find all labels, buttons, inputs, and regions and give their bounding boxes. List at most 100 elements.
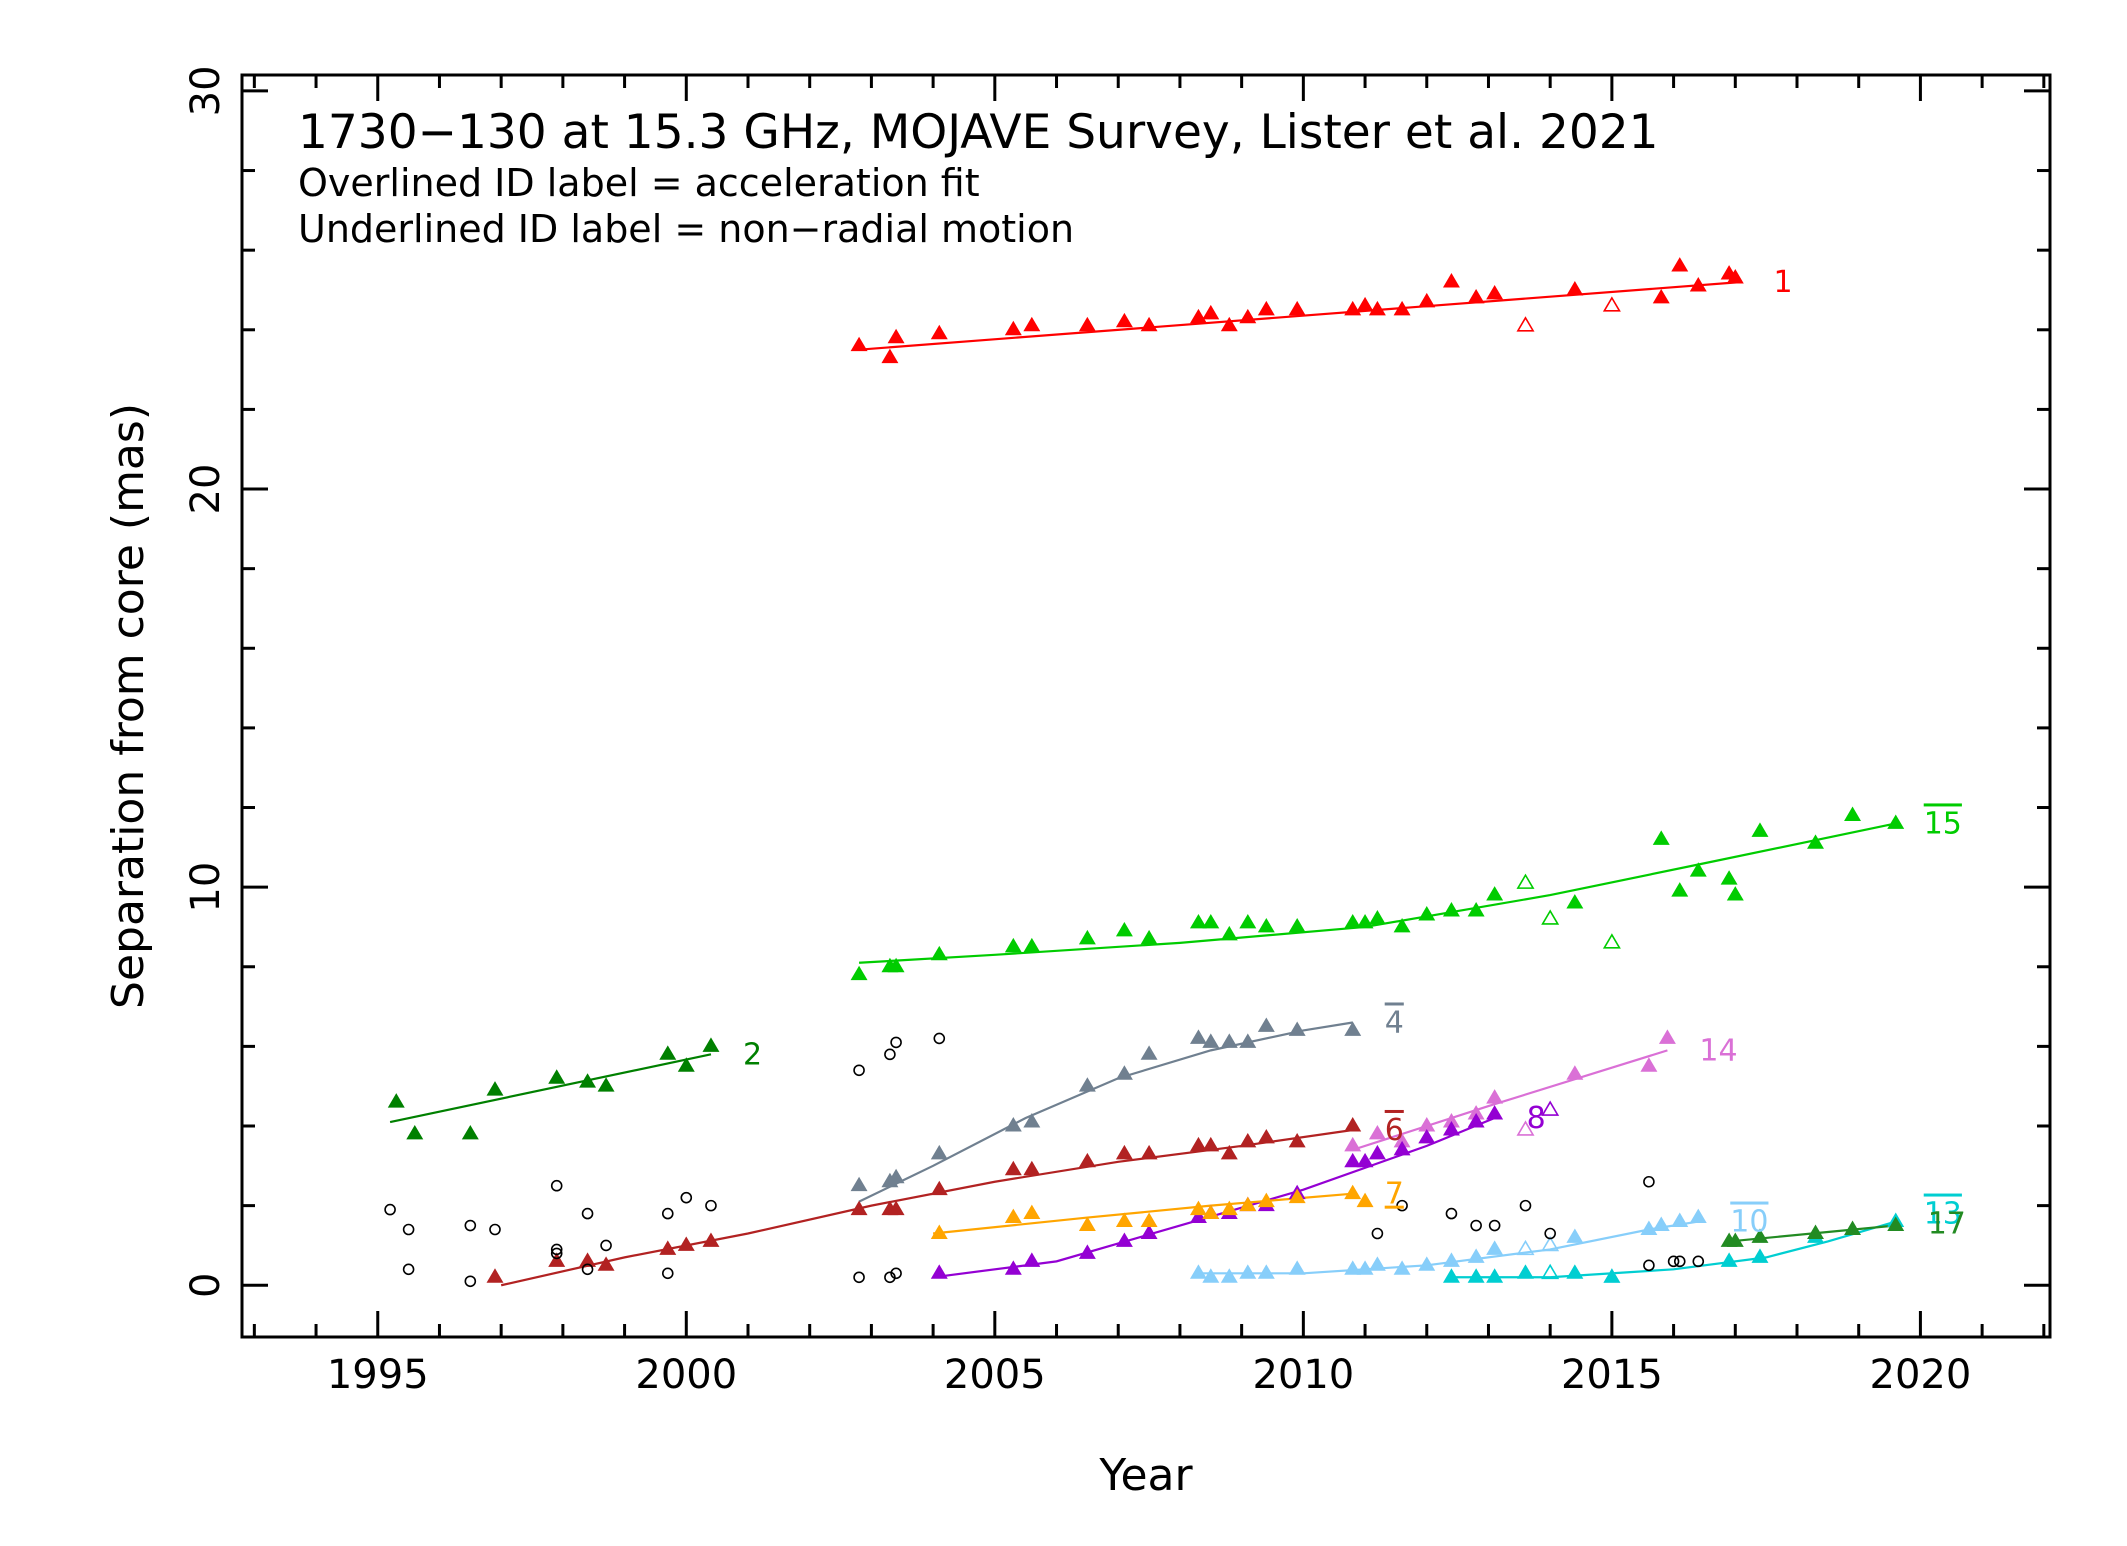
point-15: [1078, 929, 1096, 945]
point-8: [1486, 1105, 1504, 1120]
point-6: [1202, 1136, 1220, 1152]
point-15: [1887, 814, 1905, 829]
point-1: [1023, 316, 1041, 332]
fit-line-1: [858, 280, 1742, 351]
fit-line-4: [858, 1021, 1353, 1203]
point-7: [930, 1224, 948, 1239]
point-6: [579, 1252, 597, 1267]
point-15: [850, 965, 868, 981]
chart-title: 1730−130 at 15.3 GHz, MOJAVE Survey, Lis…: [298, 105, 1659, 160]
series-label-14: 14: [1699, 1033, 1737, 1068]
x-tick-label: 2005: [944, 1352, 1046, 1398]
point-15: [1356, 913, 1374, 929]
open-point-15: [1602, 933, 1621, 949]
point-7: [1220, 1200, 1238, 1216]
open-circle-unassigned: [1371, 1227, 1384, 1240]
point-4: [1004, 1117, 1022, 1132]
open-circle-unassigned: [1692, 1255, 1705, 1268]
open-point-15: [1541, 909, 1560, 925]
point-4: [1288, 1021, 1306, 1036]
point-1: [1078, 316, 1096, 332]
x-tick-label: 2000: [635, 1352, 737, 1398]
point-6: [702, 1232, 720, 1247]
fit-line-2: [389, 1053, 712, 1124]
point-7: [1356, 1192, 1374, 1208]
point-6: [597, 1256, 615, 1271]
point-15: [1239, 913, 1257, 929]
point-6: [887, 1200, 905, 1216]
point-2: [548, 1069, 566, 1084]
y-tick-label: 0: [183, 1273, 229, 1298]
fit-lines: [389, 280, 1897, 1287]
point-7: [1004, 1208, 1022, 1224]
point-13: [1517, 1264, 1534, 1279]
open-circle-unassigned: [1396, 1199, 1408, 1212]
open-circle-unassigned: [1488, 1219, 1501, 1232]
point-7: [1288, 1188, 1306, 1204]
point-8: [1393, 1140, 1411, 1156]
series-label-13: 13: [1924, 1197, 1962, 1232]
fit-line-14: [1352, 1049, 1668, 1151]
point-17: [1844, 1220, 1862, 1235]
point-13: [1442, 1268, 1460, 1283]
point-2: [702, 1037, 720, 1052]
point-15: [1004, 937, 1022, 953]
point-17: [1726, 1232, 1744, 1247]
annotation-acceleration: Overlined ID label = acceleration fit: [298, 161, 980, 205]
point-7: [1023, 1204, 1041, 1220]
point-8: [1418, 1128, 1436, 1144]
point-15: [1726, 886, 1744, 901]
point-13: [1486, 1268, 1504, 1283]
series-label-6: 6: [1385, 1113, 1404, 1148]
point-6: [659, 1240, 677, 1255]
point-15: [1442, 902, 1460, 917]
point-1: [1671, 257, 1689, 272]
point-10: [1356, 1260, 1374, 1275]
point-10: [1640, 1220, 1658, 1235]
point-1: [1239, 308, 1257, 324]
point-1: [887, 328, 905, 344]
point-2: [387, 1093, 405, 1108]
open-circle-unassigned: [853, 1271, 865, 1284]
point-2: [461, 1124, 479, 1140]
point-7: [1239, 1196, 1257, 1212]
point-14: [1368, 1124, 1386, 1140]
open-circle-unassigned: [464, 1219, 477, 1232]
x-tick-labels: 1995 2000 2005 2010 2015 2020: [327, 1352, 1971, 1398]
point-13: [1751, 1248, 1769, 1263]
point-4: [850, 1176, 868, 1192]
point-10: [1368, 1256, 1386, 1271]
point-4: [1078, 1077, 1096, 1092]
fit-line-8: [932, 1117, 1496, 1279]
point-1: [930, 324, 948, 340]
open-circle-unassigned: [890, 1267, 902, 1280]
point-15: [1189, 913, 1207, 929]
open-circle-unassigned: [680, 1191, 693, 1204]
open-circle-unassigned: [1643, 1175, 1655, 1188]
y-tick-label: 10: [183, 862, 229, 913]
point-4: [930, 1144, 948, 1160]
point-6: [1189, 1136, 1207, 1152]
open-circle-unassigned: [1445, 1207, 1458, 1220]
point-2: [677, 1057, 695, 1072]
point-4: [1257, 1017, 1275, 1032]
point-1: [1393, 300, 1411, 316]
point-8: [1356, 1152, 1374, 1168]
point-6: [850, 1200, 868, 1216]
point-15: [1220, 925, 1238, 941]
data-markers: [384, 257, 1905, 1288]
point-8: [1115, 1232, 1133, 1247]
point-15: [1486, 886, 1504, 901]
point-7: [1140, 1212, 1158, 1228]
point-8: [1467, 1113, 1485, 1128]
open-point-10: [1516, 1239, 1535, 1256]
point-10: [1652, 1216, 1670, 1231]
point-15: [1467, 902, 1485, 917]
x-tick-label: 2020: [1870, 1352, 1972, 1398]
point-1: [1189, 308, 1207, 324]
open-circle-unassigned: [661, 1267, 674, 1280]
point-1: [1418, 292, 1436, 308]
point-8: [1078, 1244, 1096, 1259]
open-circle-unassigned: [1643, 1259, 1655, 1272]
